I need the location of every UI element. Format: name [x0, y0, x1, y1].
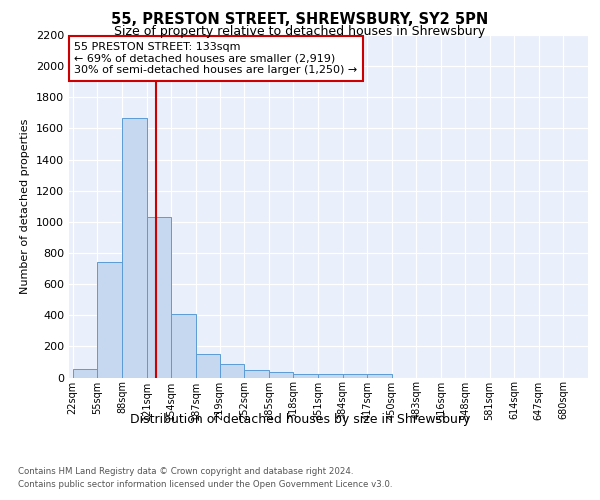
Bar: [171, 314, 196, 378]
Bar: [196, 354, 220, 378]
Text: 55, PRESTON STREET, SHREWSBURY, SY2 5PN: 55, PRESTON STREET, SHREWSBURY, SY2 5PN: [112, 12, 488, 28]
Bar: [269, 372, 293, 378]
Bar: [293, 374, 318, 378]
Bar: [244, 370, 269, 378]
Bar: [146, 217, 171, 378]
Bar: [220, 364, 244, 378]
Text: 55 PRESTON STREET: 133sqm
← 69% of detached houses are smaller (2,919)
30% of se: 55 PRESTON STREET: 133sqm ← 69% of detac…: [74, 42, 358, 75]
Text: Contains HM Land Registry data © Crown copyright and database right 2024.: Contains HM Land Registry data © Crown c…: [18, 468, 353, 476]
Bar: [97, 262, 122, 378]
Text: Contains public sector information licensed under the Open Government Licence v3: Contains public sector information licen…: [18, 480, 392, 489]
Bar: [122, 118, 146, 378]
Bar: [318, 374, 343, 378]
Text: Distribution of detached houses by size in Shrewsbury: Distribution of detached houses by size …: [130, 412, 470, 426]
Bar: [73, 369, 97, 378]
Bar: [343, 374, 367, 378]
Text: Size of property relative to detached houses in Shrewsbury: Size of property relative to detached ho…: [115, 25, 485, 38]
Y-axis label: Number of detached properties: Number of detached properties: [20, 118, 31, 294]
Bar: [367, 374, 392, 378]
